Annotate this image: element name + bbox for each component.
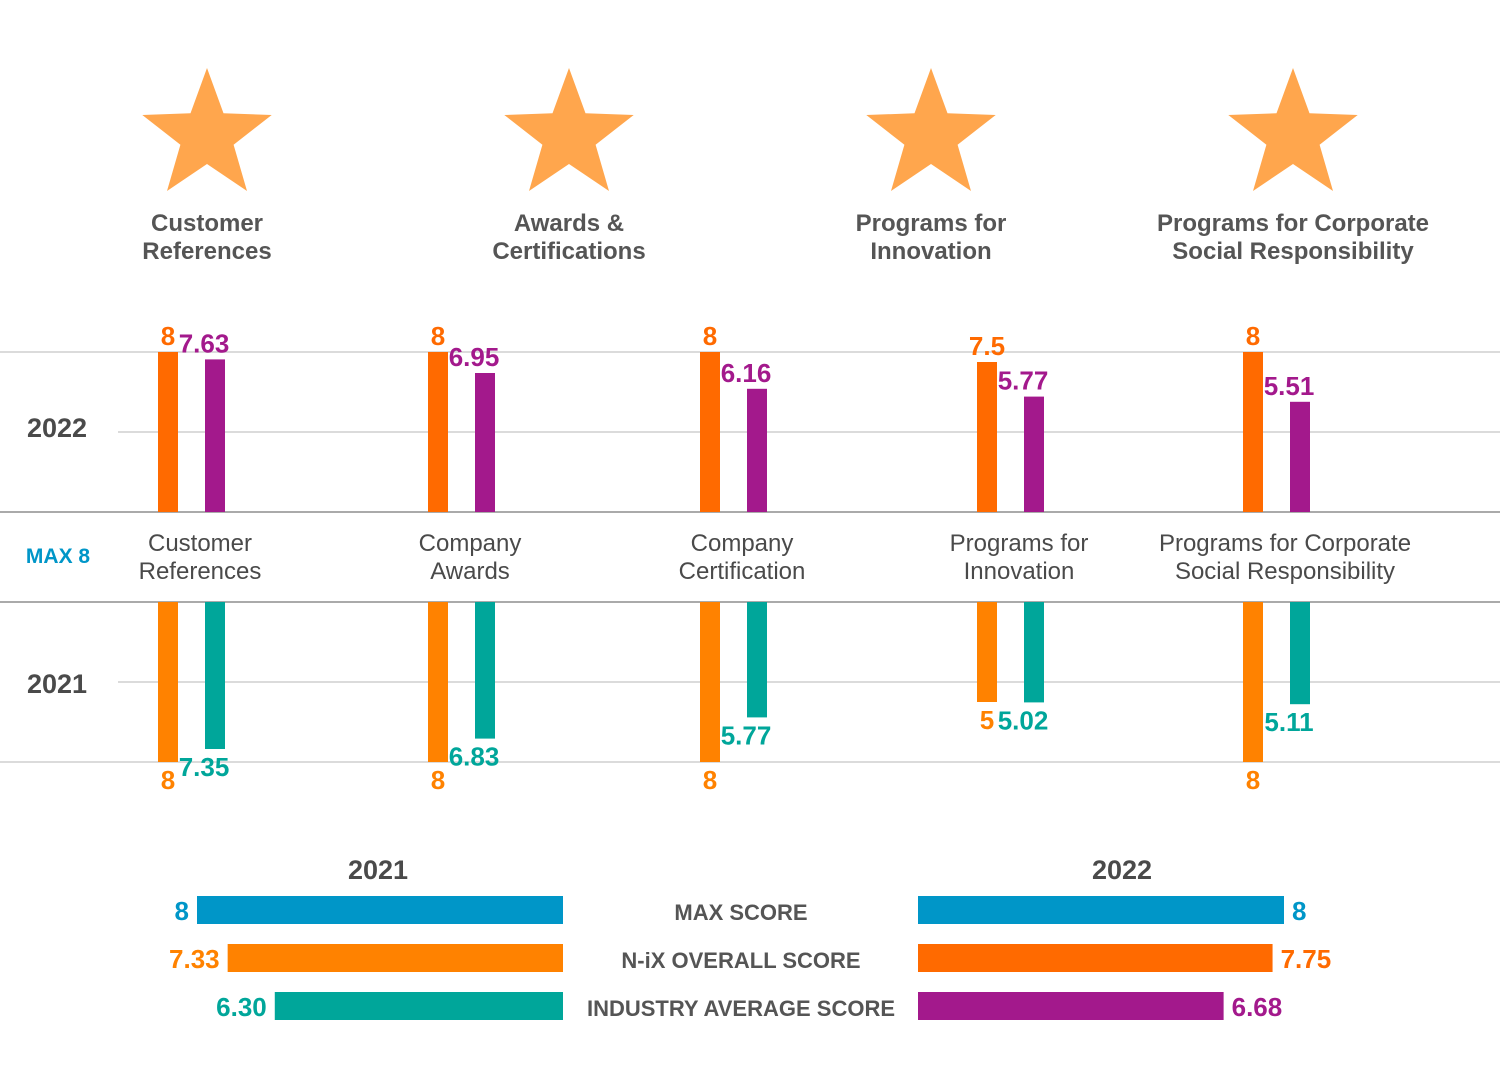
star-category-label: Programs for [856,210,1007,237]
category-label: Awards [430,558,510,585]
industry-bar-2022 [1290,401,1310,512]
industry-bar-2022 [475,373,495,512]
nix-bar-2021 [158,602,178,762]
category-label: Programs for [950,530,1089,557]
industry-bar-value-label: 5.77 [998,366,1049,396]
industry-bar-2022 [205,359,225,512]
industry-bar-2022 [1024,396,1044,512]
star-category-label: Social Responsibility [1172,238,1414,265]
nix-bar-value-label: 8 [703,321,717,351]
summary-value-2021: 8 [175,896,189,926]
nix-bar-value-label: 8 [161,321,175,351]
summary-value-2021: 6.30 [216,992,267,1022]
nix-bar-value-label: 8 [161,765,175,795]
nix-bar-2022 [158,352,178,512]
nix-bar-2021 [700,602,720,762]
summary-bar-2021 [197,896,563,924]
category-label: Innovation [964,558,1075,585]
industry-bar-value-label: 7.35 [179,752,230,782]
category-label: Company [691,530,794,557]
category-label: Certification [679,558,806,585]
industry-bar-2021 [1290,602,1310,705]
summary-metric-label: INDUSTRY AVERAGE SCORE [587,996,895,1021]
summary-bar-2022 [918,944,1273,972]
star-category-label: Certifications [492,238,645,265]
category-label: Customer [148,530,252,557]
industry-bar-value-label: 5.02 [998,705,1049,735]
nix-bar-value-label: 5 [980,705,994,735]
summary-year-2021: 2021 [348,855,408,885]
nix-bar-2022 [977,362,997,512]
category-label: Company [419,530,522,557]
max-label: MAX 8 [26,545,91,568]
industry-bar-value-label: 6.83 [449,742,500,772]
summary-metric-label: N-iX OVERALL SCORE [621,948,860,973]
star-category-label: References [142,238,271,265]
row-label-2022: 2022 [27,413,87,443]
industry-bar-2022 [747,388,767,512]
summary-value-2022: 6.68 [1232,992,1283,1022]
industry-bar-2021 [747,602,767,718]
star-category-label: Awards & [514,210,624,237]
nix-bar-2021 [1243,602,1263,762]
nix-bar-value-label: 8 [703,765,717,795]
industry-bar-value-label: 5.11 [1264,707,1313,737]
nix-bar-2021 [428,602,448,762]
star-icon [1228,68,1358,191]
summary-bar-2021 [274,992,563,1020]
industry-bar-value-label: 5.77 [721,720,772,750]
summary-year-2022: 2022 [1092,855,1152,885]
nix-bar-value-label: 8 [1246,765,1260,795]
industry-bar-value-label: 6.16 [721,358,772,388]
summary-value-2021: 7.33 [169,944,220,974]
star-icon [142,68,272,191]
star-category-label: Innovation [870,238,991,265]
nix-bar-value-label: 8 [431,321,445,351]
industry-bar-2021 [475,602,495,739]
star-category-label: Customer [151,210,263,237]
industry-bar-value-label: 6.95 [449,342,500,372]
star-category-label: Programs for Corporate [1157,210,1429,237]
star-icon [866,68,996,191]
category-label: Programs for Corporate [1159,530,1411,557]
summary-bar-2022 [918,992,1224,1020]
industry-bar-2021 [205,602,225,749]
nix-bar-2022 [1243,352,1263,512]
nix-bar-2021 [977,602,997,702]
summary-metric-label: MAX SCORE [674,900,807,925]
category-label: Social Responsibility [1175,558,1395,585]
industry-bar-value-label: 5.51 [1264,371,1315,401]
nix-bar-value-label: 7.5 [969,331,1005,361]
industry-bar-value-label: 7.63 [179,328,230,358]
industry-bar-2021 [1024,602,1044,703]
star-icon [504,68,634,191]
nix-bar-value-label: 8 [1246,321,1260,351]
summary-value-2022: 7.75 [1281,944,1332,974]
summary-value-2022: 8 [1292,896,1306,926]
summary-bar-2021 [227,944,563,972]
nix-bar-2022 [428,352,448,512]
nix-bar-value-label: 8 [431,765,445,795]
row-label-2021: 2021 [27,669,87,699]
nix-bar-2022 [700,352,720,512]
category-label: References [139,558,262,585]
summary-bar-2022 [918,896,1284,924]
